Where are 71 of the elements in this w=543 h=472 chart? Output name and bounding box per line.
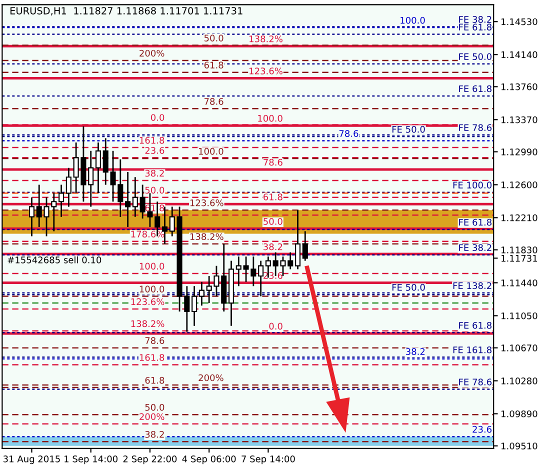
y-tick-label: 1.10670 [502, 344, 538, 352]
annotation: 38.2 [264, 243, 282, 250]
y-tick-label: 1.13760 [502, 83, 538, 90]
annotation: 138.2% [250, 35, 282, 42]
y-tick-label: 1.11731 [502, 254, 538, 262]
y-tick-label: 1.12990 [502, 148, 538, 156]
annotation: 100.0 [258, 114, 282, 122]
annotation: 123.6% [190, 199, 224, 206]
annotation: 123.6% [131, 298, 164, 306]
annotation: 161.8 [140, 136, 164, 144]
annotation: 0.0 [269, 322, 282, 330]
annotation: 78.6 [145, 337, 164, 344]
x-tick-label: 7 Sep 14:00 [242, 456, 295, 464]
annotation: 61.8 [145, 376, 164, 384]
y-tick-label: 1.11440 [502, 279, 538, 286]
annotation: 61.8 [204, 62, 224, 68]
ref-line-label: FE 50.0 [392, 284, 425, 291]
x-tick-label: 2 Sep 22:00 [123, 456, 177, 464]
ref-line-label: FE 61.8 [459, 322, 492, 329]
x-tick-label: 1 Sep 14:00 [64, 456, 118, 464]
y-tick-label: 1.13370 [502, 116, 538, 124]
y-tick-label: 1.09510 [502, 442, 538, 450]
annotation: 200% [140, 413, 164, 420]
annotation: 38.2 [145, 430, 164, 438]
ref-line-label: FE 50.0 [392, 126, 425, 133]
ref-line-label: FE 38.2 [459, 244, 492, 252]
annotation: 100.0 [199, 148, 224, 155]
annotation: 23.6 [472, 426, 492, 433]
x-tick-label: 4 Sep 06:00 [182, 456, 236, 464]
annotation: 78.6 [204, 98, 224, 105]
annotation: 100.0 [140, 286, 164, 292]
annotation: 50.0 [264, 218, 282, 225]
annotation: 138.2% [131, 320, 164, 328]
y-tick-label: 1.11050 [502, 312, 538, 320]
annotation: 200% [140, 50, 164, 57]
ref-line-label: FE 38.2 [459, 16, 492, 23]
annotation: 78.6 [339, 130, 358, 137]
y-tick-label: 1.14530 [502, 18, 538, 26]
ref-line-label: FE 61.8 [459, 85, 492, 92]
chart-title: EURUSD,H1 1.11827 1.11868 1.11701 1.11731 [10, 7, 242, 16]
ref-line-label: FE 61.8 [459, 218, 492, 226]
annotation: 161.8 [140, 354, 164, 361]
ref-line-label: FE 50.0 [459, 53, 492, 60]
annotation: 78.6 [264, 158, 282, 166]
annotation: 100.0 [400, 16, 425, 24]
ref-line-label: FE 138.2 [453, 282, 492, 290]
annotation: 38.2 [406, 348, 425, 355]
annotation: 100.0 [140, 262, 164, 270]
y-tick-label: 1.09890 [502, 410, 538, 418]
y-tick-label: 1.11830 [502, 246, 538, 254]
annotation: 50.0 [145, 404, 164, 411]
ref-line-label: FE 100.0 [453, 182, 492, 188]
annotation: 38.2 [145, 170, 164, 177]
y-tick-label: 1.10280 [502, 378, 538, 384]
annotation: 138.2% [190, 233, 224, 240]
annotation: 50.0 [204, 34, 224, 42]
annotation: 0.0 [150, 114, 164, 121]
annotation: #15542685 sell 0.10 [8, 256, 102, 264]
x-tick-label: 31 Aug 2015 [4, 456, 60, 464]
y-tick-label: 1.12600 [502, 181, 538, 188]
ref-line-label: FE 78.6 [459, 124, 492, 132]
annotation: 23.6 [145, 147, 164, 154]
ref-line-label: FE 78.6 [459, 378, 492, 386]
annotation: 61.8 [264, 194, 282, 200]
annotation: 123.6% [250, 68, 282, 74]
ref-line-label: FE 61.8 [459, 24, 492, 30]
y-tick-label: 1.12210 [502, 214, 538, 222]
annotation: 200% [198, 374, 224, 382]
annotation: 50.0 [145, 186, 164, 194]
y-tick-label: 1.14140 [502, 51, 538, 58]
ref-line-label: FE 161.8 [453, 346, 492, 354]
